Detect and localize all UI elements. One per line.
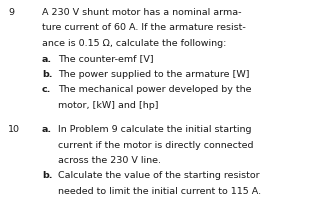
Text: In Problem 9 calculate the initial starting: In Problem 9 calculate the initial start… [58,125,251,134]
Text: 9: 9 [8,8,14,17]
Text: motor, [kW] and [hp]: motor, [kW] and [hp] [58,101,159,110]
Text: b.: b. [42,70,53,79]
Text: ance is 0.15 Ω, calculate the following:: ance is 0.15 Ω, calculate the following: [42,39,226,48]
Text: a.: a. [42,54,52,63]
Text: The mechanical power developed by the: The mechanical power developed by the [58,85,251,95]
Text: 10: 10 [8,125,20,134]
Text: A 230 V shunt motor has a nominal arma-: A 230 V shunt motor has a nominal arma- [42,8,242,17]
Text: The power supplied to the armature [W]: The power supplied to the armature [W] [58,70,250,79]
Text: The counter-emf [V]: The counter-emf [V] [58,54,154,63]
Text: ture current of 60 A. If the armature resist-: ture current of 60 A. If the armature re… [42,24,246,32]
Text: across the 230 V line.: across the 230 V line. [58,156,161,165]
Text: a.: a. [42,125,52,134]
Text: needed to limit the initial current to 115 A.: needed to limit the initial current to 1… [58,187,261,196]
Text: b.: b. [42,172,53,180]
Text: current if the motor is directly connected: current if the motor is directly connect… [58,141,253,149]
Text: Calculate the value of the starting resistor: Calculate the value of the starting resi… [58,172,260,180]
Text: c.: c. [42,85,51,95]
